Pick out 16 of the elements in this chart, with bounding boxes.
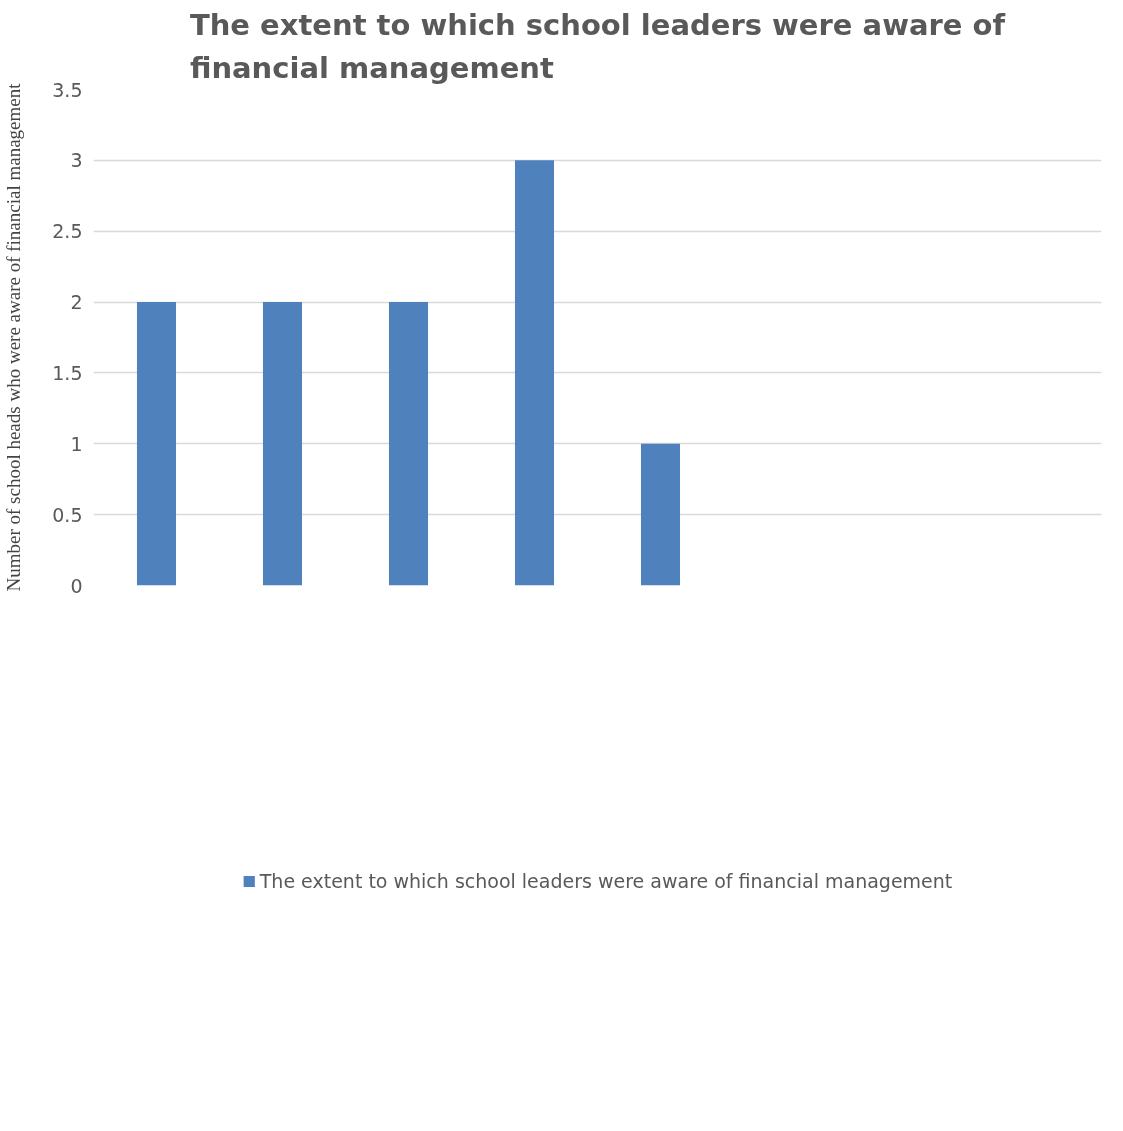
- y-tick-label: 0.5: [52, 503, 83, 526]
- legend-label: The extent to which school leaders were aware of financial management: [259, 870, 953, 892]
- y-tick-label: 1: [70, 432, 83, 455]
- y-tick-label: 2.5: [52, 220, 83, 243]
- bar: [640, 443, 681, 586]
- y-tick-label: 3.5: [52, 78, 83, 101]
- bar: [262, 302, 303, 586]
- bar: [136, 302, 177, 586]
- chart-title: The extent to which school leaders were aware of financial management: [189, 8, 1006, 85]
- bar: [514, 160, 555, 586]
- y-tick-label: 0: [70, 574, 83, 597]
- y-axis-title: Number of school heads who were aware of financial management: [3, 82, 25, 592]
- y-tick-label: 2: [70, 291, 83, 314]
- y-tick-label: 1.5: [52, 361, 83, 384]
- y-tick-label: 3: [70, 149, 83, 172]
- bar: [388, 302, 429, 586]
